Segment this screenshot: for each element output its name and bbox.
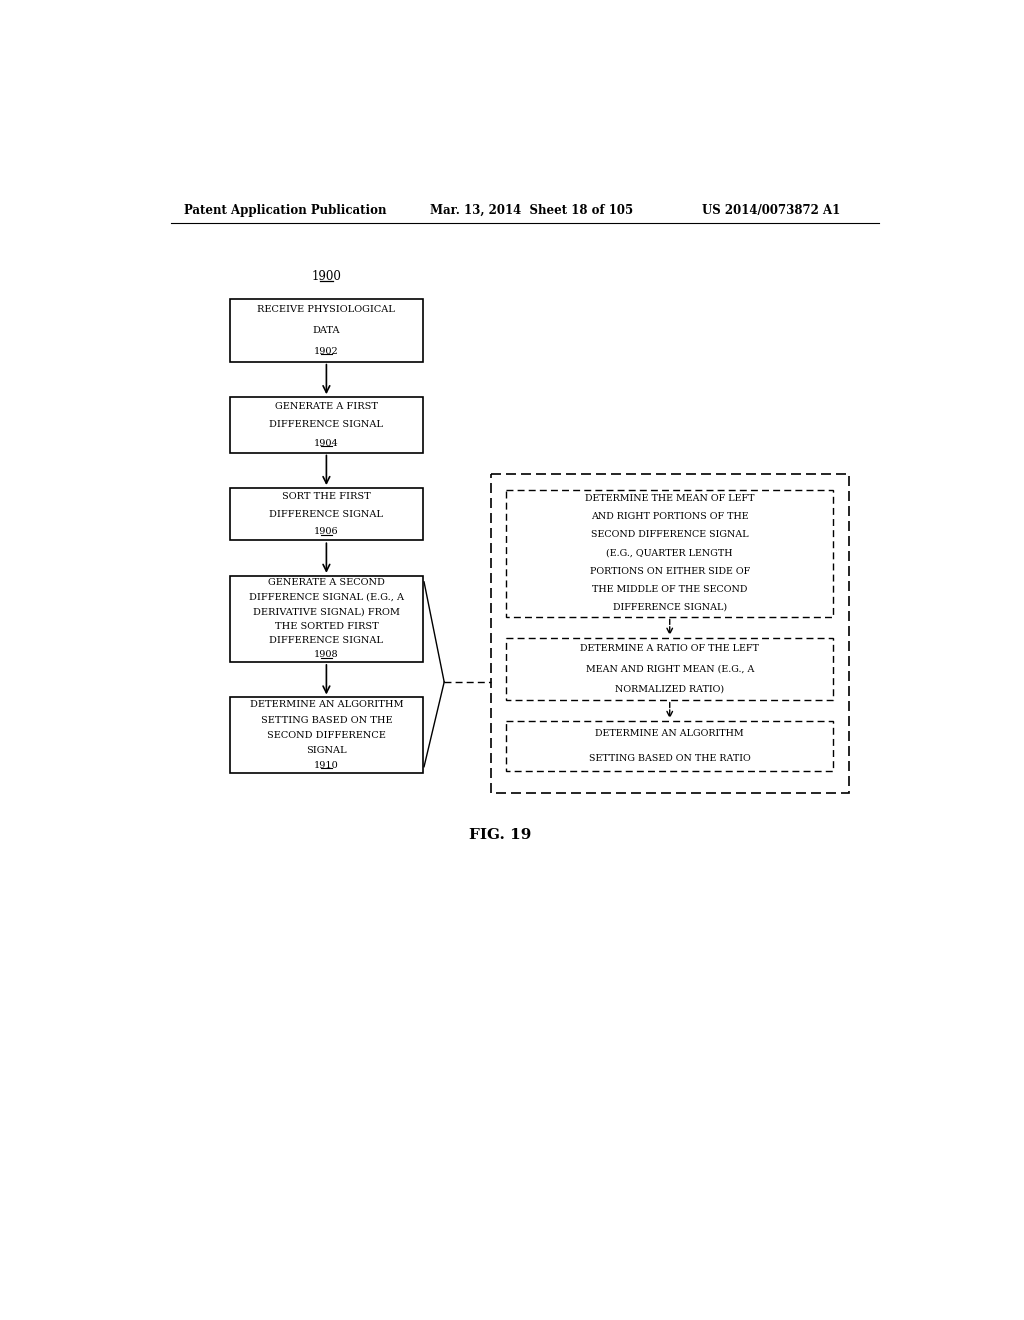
Text: DETERMINE THE MEAN OF LEFT: DETERMINE THE MEAN OF LEFT	[585, 494, 755, 503]
Text: DIFFERENCE SIGNAL: DIFFERENCE SIGNAL	[269, 510, 383, 519]
Text: THE MIDDLE OF THE SECOND: THE MIDDLE OF THE SECOND	[592, 585, 748, 594]
Text: MEAN AND RIGHT MEAN (E.G., A: MEAN AND RIGHT MEAN (E.G., A	[586, 664, 754, 673]
Bar	[506, 638, 834, 700]
Text: SECOND DIFFERENCE SIGNAL: SECOND DIFFERENCE SIGNAL	[591, 531, 749, 540]
Text: (E.G., QUARTER LENGTH: (E.G., QUARTER LENGTH	[606, 549, 733, 557]
Text: DETERMINE A RATIO OF THE LEFT: DETERMINE A RATIO OF THE LEFT	[581, 644, 759, 653]
Text: DIFFERENCE SIGNAL: DIFFERENCE SIGNAL	[269, 636, 383, 645]
Text: 1902: 1902	[314, 347, 339, 355]
Text: RECEIVE PHYSIOLOGICAL: RECEIVE PHYSIOLOGICAL	[257, 305, 395, 314]
Text: NORMALIZED RATIO): NORMALIZED RATIO)	[615, 685, 724, 694]
Text: THE SORTED FIRST: THE SORTED FIRST	[274, 622, 378, 631]
Text: SORT THE FIRST: SORT THE FIRST	[282, 492, 371, 502]
Text: 1910: 1910	[314, 760, 339, 770]
Text: FIG. 19: FIG. 19	[469, 828, 531, 842]
Text: DETERMINE AN ALGORITHM: DETERMINE AN ALGORITHM	[250, 701, 403, 709]
Text: SIGNAL: SIGNAL	[306, 746, 347, 755]
Bar	[506, 490, 834, 616]
Text: 1904: 1904	[314, 438, 339, 447]
Text: Mar. 13, 2014  Sheet 18 of 105: Mar. 13, 2014 Sheet 18 of 105	[430, 205, 634, 218]
Text: SECOND DIFFERENCE: SECOND DIFFERENCE	[267, 731, 386, 739]
Text: SETTING BASED ON THE: SETTING BASED ON THE	[260, 715, 392, 725]
Text: GENERATE A FIRST: GENERATE A FIRST	[274, 401, 378, 411]
Text: DIFFERENCE SIGNAL (E.G., A: DIFFERENCE SIGNAL (E.G., A	[249, 593, 403, 602]
Text: DIFFERENCE SIGNAL): DIFFERENCE SIGNAL)	[612, 603, 727, 612]
Text: SETTING BASED ON THE RATIO: SETTING BASED ON THE RATIO	[589, 754, 751, 763]
Text: AND RIGHT PORTIONS OF THE: AND RIGHT PORTIONS OF THE	[591, 512, 749, 521]
Text: PORTIONS ON EITHER SIDE OF: PORTIONS ON EITHER SIDE OF	[590, 566, 750, 576]
Text: Patent Application Publication: Patent Application Publication	[183, 205, 386, 218]
Bar	[230, 576, 423, 663]
Text: 1908: 1908	[314, 651, 339, 659]
Text: DIFFERENCE SIGNAL: DIFFERENCE SIGNAL	[269, 420, 383, 429]
Text: 1900: 1900	[311, 271, 341, 284]
Text: GENERATE A SECOND: GENERATE A SECOND	[268, 578, 385, 587]
Text: DERIVATIVE SIGNAL) FROM: DERIVATIVE SIGNAL) FROM	[253, 607, 400, 616]
Text: DATA: DATA	[312, 326, 340, 334]
Bar	[506, 721, 834, 771]
Bar	[230, 298, 423, 362]
Bar	[230, 488, 423, 540]
Text: 1906: 1906	[314, 527, 339, 536]
Bar	[230, 697, 423, 774]
Text: US 2014/0073872 A1: US 2014/0073872 A1	[701, 205, 840, 218]
Text: DETERMINE AN ALGORITHM: DETERMINE AN ALGORITHM	[595, 729, 744, 738]
Bar	[490, 474, 849, 793]
Bar	[230, 397, 423, 453]
